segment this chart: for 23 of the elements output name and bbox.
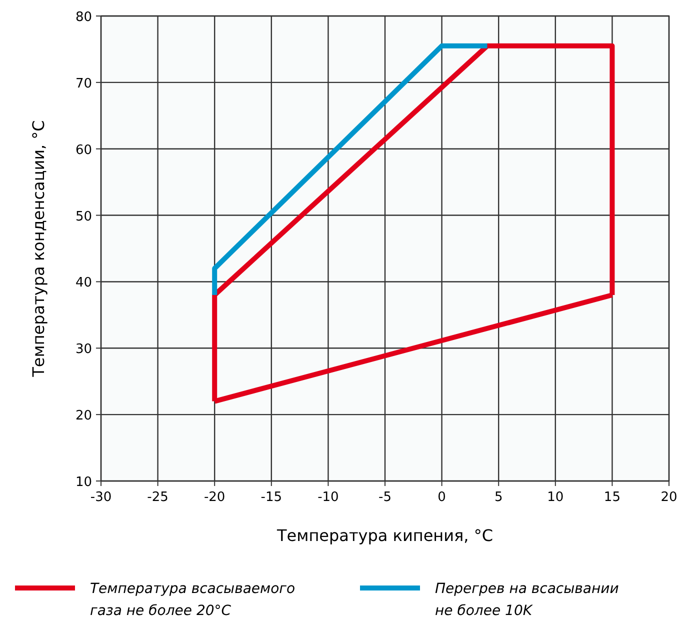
y-tick-label: 70 — [75, 76, 92, 92]
y-tick-label: 40 — [75, 276, 92, 291]
x-tick-label: -5 — [378, 490, 392, 505]
y-axis-title: Температура конденсации, °C — [29, 120, 48, 378]
x-tick-label: 15 — [604, 490, 620, 505]
x-axis-title: Температура кипения, °C — [276, 526, 493, 545]
x-tick-label: -15 — [260, 490, 282, 505]
x-tick-label: 20 — [660, 490, 678, 505]
y-tick-label: 80 — [75, 10, 92, 25]
legend-label: Температура всасываемого газа не более 20°C — [90, 581, 296, 619]
y-tick-label: 10 — [75, 475, 92, 490]
x-tick-label: 5 — [494, 490, 503, 505]
x-tick-label: -10 — [318, 490, 339, 505]
legend-label: Перегрев на всасывании не более 10K — [435, 581, 619, 619]
x-tick-label: -30 — [90, 490, 112, 505]
y-tick-label: 30 — [75, 342, 92, 358]
x-tick-label: -25 — [147, 490, 168, 505]
y-tick-label: 20 — [75, 408, 92, 424]
y-tick-label: 60 — [75, 142, 92, 158]
x-tick-label: 10 — [547, 490, 564, 505]
y-tick-label: 50 — [75, 209, 92, 224]
x-tick-label: 0 — [438, 490, 446, 505]
x-tick-label: -20 — [204, 490, 226, 505]
